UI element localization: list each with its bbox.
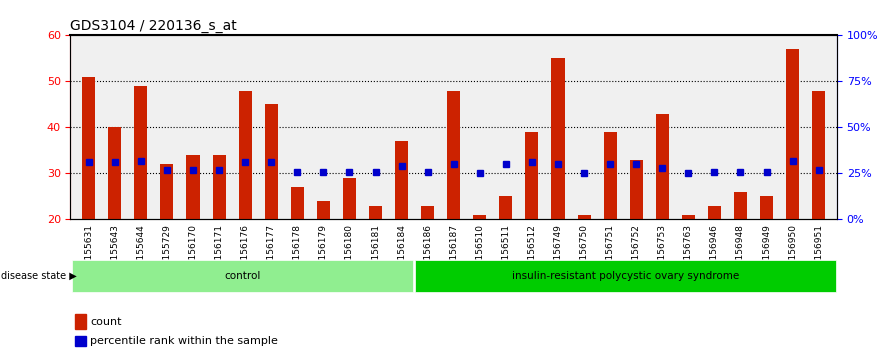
Bar [108,127,122,219]
Bar [500,196,513,219]
Text: count: count [91,317,122,327]
Text: disease state ▶: disease state ▶ [1,271,77,281]
Bar [75,336,86,346]
Bar [369,206,382,219]
Bar [134,86,147,219]
Bar [82,77,95,219]
Text: GDS3104 / 220136_s_at: GDS3104 / 220136_s_at [70,19,237,33]
Bar [786,49,799,219]
Text: insulin-resistant polycystic ovary syndrome: insulin-resistant polycystic ovary syndr… [512,271,739,281]
Bar [187,155,199,219]
Bar [343,178,356,219]
FancyBboxPatch shape [72,260,412,292]
Bar [395,141,408,219]
Bar [473,215,486,219]
Bar [317,201,329,219]
Bar [75,314,86,329]
Bar [812,91,825,219]
FancyBboxPatch shape [416,260,835,292]
Bar [708,206,721,219]
Bar [630,160,643,219]
Bar [212,155,226,219]
Bar [655,114,669,219]
Bar [264,104,278,219]
Bar [734,192,747,219]
Text: percentile rank within the sample: percentile rank within the sample [91,336,278,346]
Bar [552,58,565,219]
Bar [578,215,590,219]
Bar [760,196,773,219]
Bar [291,187,304,219]
Bar [160,164,174,219]
Bar [525,132,538,219]
Bar [448,91,460,219]
Bar [239,91,252,219]
Bar [421,206,434,219]
Bar [682,215,695,219]
Text: control: control [224,271,261,281]
Bar [603,132,617,219]
